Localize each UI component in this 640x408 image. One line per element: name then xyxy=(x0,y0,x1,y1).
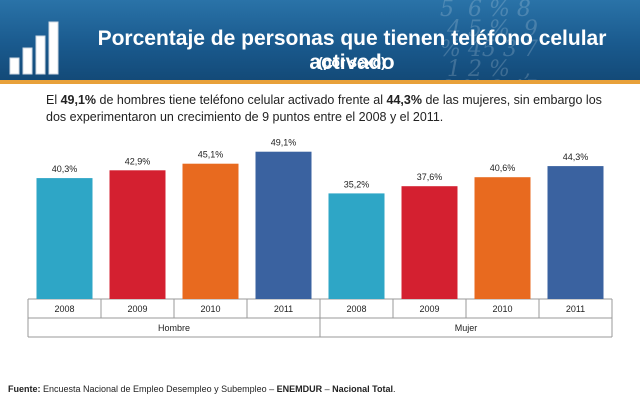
tick-label-mujer-2011: 2011 xyxy=(566,304,585,314)
header-banner: 5 6 % 8 4 5 % 9 % 45 3 7 1 2 % , 8 % 9 4… xyxy=(0,0,640,80)
data-label-mujer-2011: 44,3% xyxy=(563,152,589,162)
bar-mujer-2009 xyxy=(401,186,458,299)
source-end: . xyxy=(393,384,396,394)
bar-hombre-2011 xyxy=(255,151,312,299)
bar-mujer-2008 xyxy=(328,193,385,299)
tick-label-mujer-2008: 2008 xyxy=(346,304,366,314)
source-text: Encuesta Nacional de Empleo Desempleo y … xyxy=(40,384,277,394)
bar-mujer-2011 xyxy=(547,166,604,299)
header-accent-line xyxy=(0,80,640,84)
data-label-hombre-2008: 40,3% xyxy=(52,164,78,174)
group-label-mujer: Mujer xyxy=(455,323,478,333)
header-decoration: 5 6 % 8 4 5 % 9 % 45 3 7 1 2 % , 8 % 9 4… xyxy=(440,0,538,80)
page-title: Porcentaje de personas que tienen teléfo… xyxy=(97,27,607,74)
bar-hombre-2008 xyxy=(36,178,93,299)
group-label-hombre: Hombre xyxy=(158,323,190,333)
page-subtitle: (por sexo) xyxy=(318,54,386,70)
data-label-mujer-2009: 37,6% xyxy=(417,172,443,182)
bar-chart: 40,3% 2008 42,9% 2009 45,1% 2010 49,1% 2011 Homb… xyxy=(27,138,613,338)
data-label-hombre-2009: 42,9% xyxy=(125,156,151,166)
source-sep: – xyxy=(322,384,333,394)
source-note: Fuente: Encuesta Nacional de Empleo Dese… xyxy=(8,384,396,394)
tick-label-hombre-2009: 2009 xyxy=(127,304,147,314)
source-label: Fuente: xyxy=(8,384,41,394)
desc-part2: de hombres tiene teléfono celular activa… xyxy=(96,93,387,107)
source-bold-enemdur: ENEMDUR xyxy=(276,384,323,394)
desc-highlight-women: 44,3% xyxy=(386,93,422,107)
tick-label-hombre-2011: 2011 xyxy=(274,304,293,314)
desc-part1: El xyxy=(46,93,61,107)
bar-hombre-2010 xyxy=(182,163,239,299)
tick-label-mujer-2010: 2010 xyxy=(492,304,512,314)
desc-part3: de las mujeres, sin embargo los dos expe… xyxy=(46,93,602,124)
tick-label-hombre-2008: 2008 xyxy=(54,304,74,314)
tick-label-mujer-2009: 2009 xyxy=(419,304,439,314)
desc-highlight-men: 49,1% xyxy=(60,93,97,107)
tick-label-hombre-2010: 2010 xyxy=(200,304,220,314)
bar-hombre-2009 xyxy=(109,170,166,299)
data-label-hombre-2010: 45,1% xyxy=(198,150,224,160)
source-bold-national: Nacional Total xyxy=(332,384,394,394)
data-label-hombre-2011: 49,1% xyxy=(271,138,297,148)
bar-chart-logo-icon xyxy=(9,21,59,75)
data-label-mujer-2008: 35,2% xyxy=(344,179,370,189)
data-label-mujer-2010: 40,6% xyxy=(490,163,516,173)
bar-mujer-2010 xyxy=(474,177,531,299)
description-text: El 49,1% de hombres tiene teléfono celul… xyxy=(46,92,606,126)
